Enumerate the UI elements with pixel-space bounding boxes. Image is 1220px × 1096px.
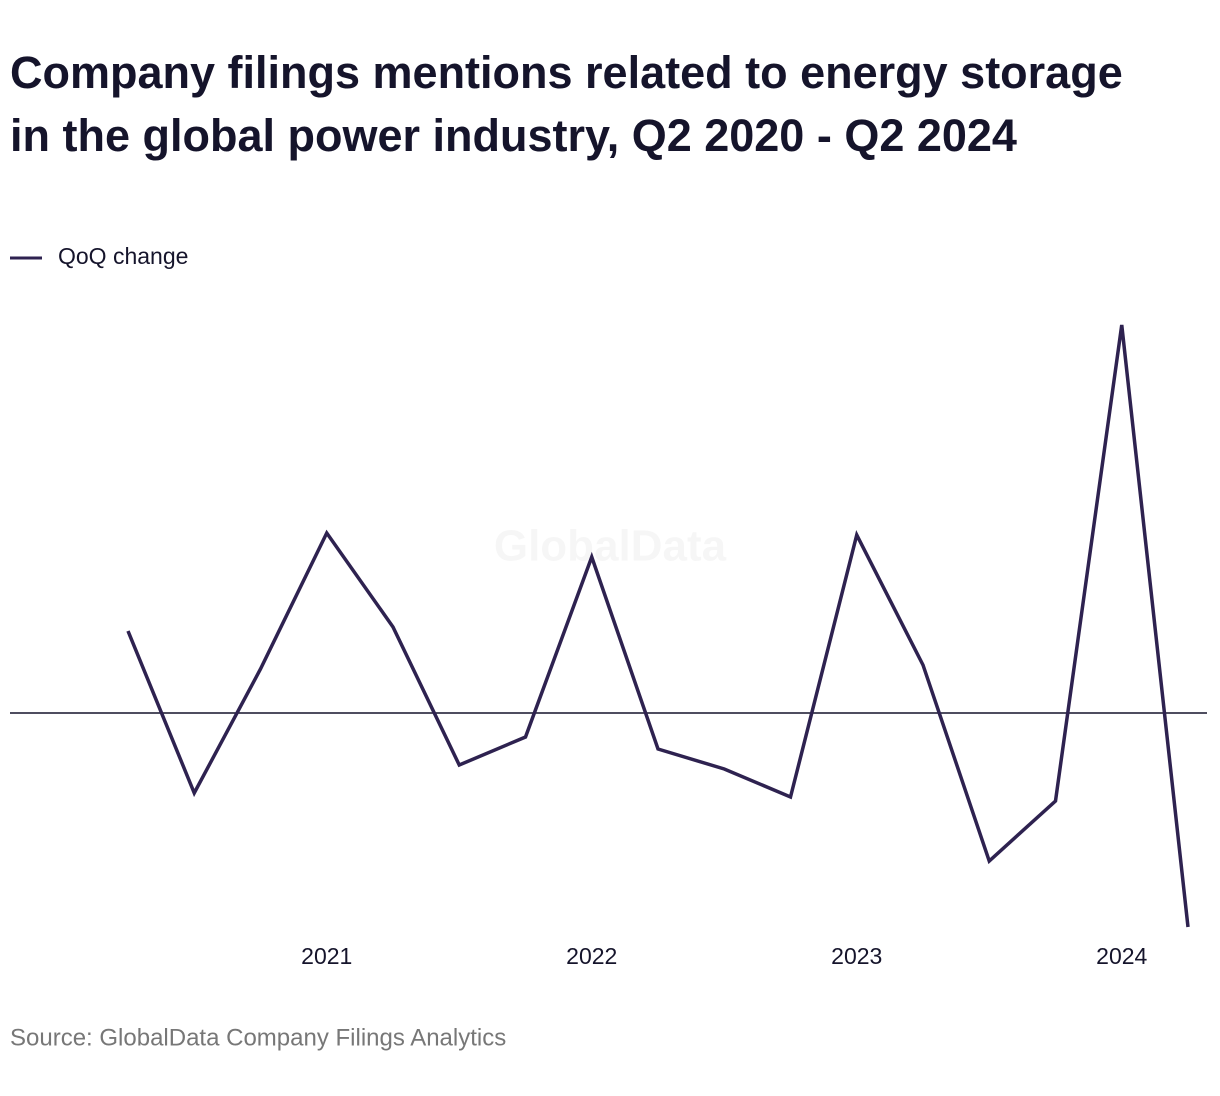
line	[126, 324, 1190, 928]
legend-label: QoQ change	[58, 243, 188, 269]
x-tick-label: 2021	[301, 943, 352, 969]
x-tick-label: 2023	[831, 943, 882, 969]
x-tick-label: 2022	[566, 943, 617, 969]
x-tick-label: 2024	[1096, 943, 1147, 969]
chart-title: in the global power industry, Q2 2020 - …	[10, 110, 1017, 161]
chart-title: Company filings mentions related to ener…	[10, 47, 1123, 98]
watermark: GlobalData	[494, 522, 727, 571]
source: Source: GlobalData Company Filings Analy…	[10, 1024, 506, 1051]
